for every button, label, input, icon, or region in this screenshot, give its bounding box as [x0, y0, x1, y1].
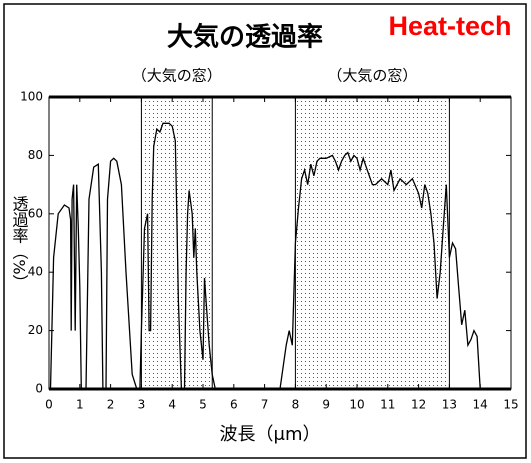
x-axis-label: 波長（μm）: [220, 424, 321, 445]
y-tick-label: 100: [20, 90, 43, 104]
window-label: （大気の窓）: [327, 67, 417, 85]
window-region: [294, 96, 450, 390]
x-tick-label: 3: [138, 398, 146, 412]
x-tick-label: 4: [168, 398, 176, 412]
x-tick-label: 10: [349, 398, 364, 412]
x-tick-label: 11: [380, 398, 395, 412]
x-tick-label: 9: [322, 398, 330, 412]
y-tick-label: 20: [28, 323, 43, 337]
x-tick-label: 2: [107, 398, 115, 412]
x-tick-label: 15: [503, 398, 518, 412]
transmittance-line: [49, 122, 481, 390]
x-tick-label: 13: [442, 398, 457, 412]
x-tick-label: 7: [261, 398, 269, 412]
x-tick-label: 0: [45, 398, 53, 412]
outer-frame: [3, 3, 527, 459]
brand: Heat-tech: [388, 11, 511, 41]
x-tick-label: 1: [76, 398, 84, 412]
y-tick-label: 40: [28, 265, 43, 279]
y-tick-label: 80: [28, 148, 43, 162]
y-tick-label: 60: [28, 206, 43, 220]
x-tick-label: 6: [230, 398, 238, 412]
chart-title: 大気の透過率: [167, 22, 323, 53]
x-tick-label: 5: [199, 398, 207, 412]
x-tick-label: 12: [411, 398, 426, 412]
y-tick-label: 0: [35, 382, 43, 396]
window-label: （大気の窓）: [132, 67, 222, 85]
y-axis-label: 透過率（%）: [10, 195, 29, 290]
x-tick-label: 8: [292, 398, 300, 412]
x-tick-label: 14: [473, 398, 488, 412]
